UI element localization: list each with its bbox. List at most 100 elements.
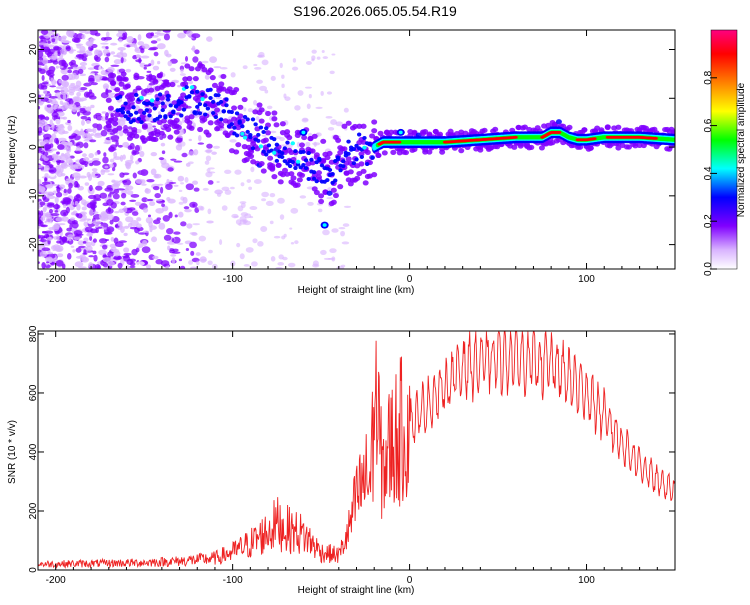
heatmap-cell <box>203 103 208 108</box>
heatmap-cell <box>112 193 120 200</box>
heatmap-cell <box>347 169 354 175</box>
heatmap-cell <box>90 104 95 109</box>
heatmap-cell <box>55 108 63 112</box>
heatmap-cell <box>343 107 349 113</box>
heatmap-cell <box>57 223 66 226</box>
heatmap-cell <box>208 96 213 101</box>
heatmap-cell <box>53 130 58 134</box>
heatmap-cell <box>184 63 191 69</box>
heatmap-cell <box>40 210 44 217</box>
heatmap-cell <box>98 65 102 72</box>
heatmap-cell <box>303 166 309 171</box>
heatmap-cell <box>148 87 155 93</box>
heatmap-cell <box>95 173 99 176</box>
heatmap-cell <box>41 75 45 81</box>
heatmap-cell <box>264 152 269 157</box>
heatmap-cell <box>136 217 142 222</box>
heatmap-cell <box>126 36 134 44</box>
heatmap-cell <box>351 161 357 166</box>
heatmap-cell <box>198 134 202 142</box>
spectrogram-ylabel: Frequency (Hz) <box>7 116 18 185</box>
heatmap-cell <box>38 219 42 227</box>
heatmap-cell <box>71 172 81 179</box>
heatmap-cell <box>341 241 350 245</box>
heatmap-cell <box>243 157 250 163</box>
heatmap-cell <box>181 107 187 112</box>
spectrogram-xlabel: Height of straight line (km) <box>298 285 415 296</box>
heatmap-cell <box>86 232 93 237</box>
heatmap-cell <box>155 97 160 102</box>
heatmap-cell <box>44 143 52 150</box>
heatmap-cell <box>322 56 329 59</box>
heatmap-cell <box>304 86 312 89</box>
heatmap-cell <box>61 35 67 40</box>
heatmap-cell <box>202 187 209 191</box>
heatmap-cell <box>123 101 128 106</box>
heatmap-cell <box>88 194 97 200</box>
heatmap-cell <box>79 73 87 77</box>
heatmap-cell <box>178 211 184 218</box>
heatmap-cell <box>231 105 238 111</box>
heatmap-cell <box>130 193 140 198</box>
spectrogram-ytick-label: 10 <box>28 92 39 104</box>
heatmap-cell <box>303 158 309 163</box>
heatmap-cell <box>103 152 107 157</box>
heatmap-cell <box>207 120 214 126</box>
heatmap-cell <box>288 171 295 177</box>
heatmap-cell <box>254 67 262 70</box>
heatmap-cell <box>239 201 247 204</box>
heatmap-cell <box>230 186 235 190</box>
heatmap-cell <box>127 145 133 150</box>
heatmap-cell <box>340 230 345 237</box>
heatmap-cell <box>110 255 114 263</box>
heatmap-cell <box>109 163 115 168</box>
heatmap-cell <box>120 71 127 77</box>
heatmap-cell <box>79 97 88 102</box>
heatmap-cell <box>131 118 136 123</box>
heatmap-cell <box>82 153 87 158</box>
heatmap-cell <box>86 134 93 138</box>
heatmap-cell <box>321 49 325 53</box>
heatmap-cell <box>93 133 103 138</box>
heatmap-cell <box>397 140 402 144</box>
heatmap-cell <box>38 123 45 127</box>
heatmap-cell <box>233 215 239 218</box>
heatmap-cell <box>56 186 61 193</box>
heatmap-cell <box>99 192 108 199</box>
heatmap-cell <box>354 175 361 181</box>
heatmap-cell <box>320 157 327 163</box>
heatmap-cell <box>57 128 66 135</box>
heatmap-cell <box>41 262 46 269</box>
heatmap-cell <box>126 110 131 115</box>
spectrogram-xtick-label: -200 <box>46 274 66 285</box>
heatmap-cell <box>110 202 117 209</box>
heatmap-cell <box>81 131 86 139</box>
heatmap-cell <box>89 235 93 241</box>
heatmap-cell <box>144 187 149 193</box>
heatmap-cell <box>218 117 224 122</box>
heatmap-cell <box>107 66 115 73</box>
heatmap-cell <box>291 66 299 71</box>
heatmap-cell <box>299 142 306 148</box>
heatmap-cell <box>123 225 130 229</box>
heatmap-cell <box>335 137 342 143</box>
heatmap-cell <box>52 244 61 251</box>
heatmap-cell <box>112 116 119 122</box>
colorbar-tick-label: 0.8 <box>703 70 714 84</box>
heatmap-cell <box>118 94 123 99</box>
heatmap-cell <box>52 190 58 195</box>
heatmap-cell <box>250 117 256 122</box>
heatmap-cell <box>175 124 182 131</box>
heatmap-cell <box>224 103 229 108</box>
heatmap-cell <box>167 181 177 184</box>
heatmap-cell <box>125 216 134 223</box>
heatmap-cell <box>311 133 318 139</box>
heatmap-cell <box>134 47 139 52</box>
heatmap-cell <box>358 151 365 157</box>
heatmap-cell <box>167 198 176 204</box>
heatmap-cell <box>426 131 433 137</box>
heatmap-cell <box>171 109 176 114</box>
colorbar-tick-label: 0.4 <box>703 166 714 180</box>
heatmap-cell <box>279 151 285 156</box>
heatmap-cell <box>245 117 250 122</box>
